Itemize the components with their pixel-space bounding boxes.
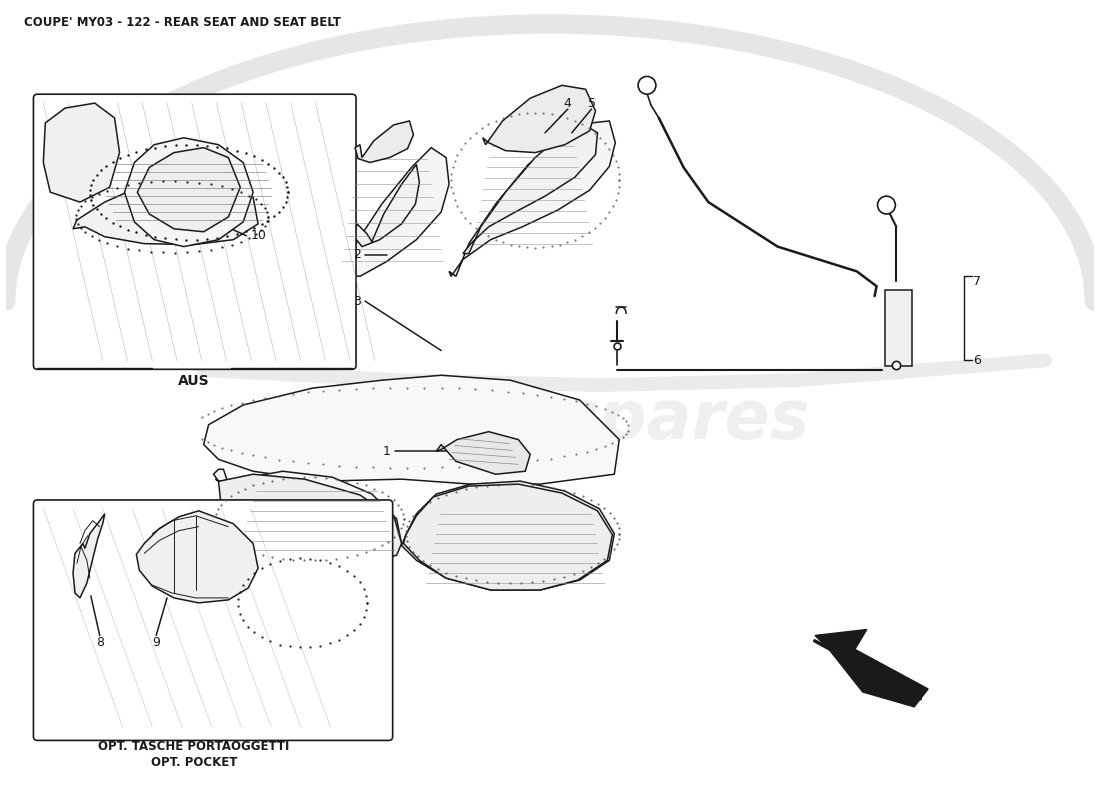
Text: 1: 1 <box>383 445 390 458</box>
Text: 6: 6 <box>974 354 981 367</box>
Polygon shape <box>437 432 530 474</box>
Polygon shape <box>213 470 402 560</box>
Text: 9: 9 <box>152 636 161 649</box>
Polygon shape <box>815 630 928 706</box>
Polygon shape <box>355 121 414 162</box>
Polygon shape <box>216 474 402 560</box>
Text: eurospares: eurospares <box>388 386 811 453</box>
Polygon shape <box>73 178 258 245</box>
Polygon shape <box>449 121 615 276</box>
Circle shape <box>878 196 895 214</box>
Text: 4: 4 <box>564 97 572 110</box>
Polygon shape <box>483 86 595 153</box>
Text: AUS: AUS <box>178 374 210 388</box>
Text: OPT. TASCHE PORTAOGGETTI: OPT. TASCHE PORTAOGGETTI <box>98 741 289 754</box>
Polygon shape <box>43 103 120 202</box>
Polygon shape <box>204 375 619 484</box>
Circle shape <box>638 77 656 94</box>
Text: 7: 7 <box>974 274 981 288</box>
Text: 5: 5 <box>587 97 595 110</box>
FancyBboxPatch shape <box>33 500 393 741</box>
Polygon shape <box>463 125 597 254</box>
Polygon shape <box>73 514 104 598</box>
Polygon shape <box>328 148 449 276</box>
Polygon shape <box>124 138 253 246</box>
Polygon shape <box>354 165 419 246</box>
Text: COUPE' MY03 - 122 - REAR SEAT AND SEAT BELT: COUPE' MY03 - 122 - REAR SEAT AND SEAT B… <box>23 16 340 29</box>
Text: 10: 10 <box>251 230 267 242</box>
FancyBboxPatch shape <box>886 290 912 366</box>
Text: 3: 3 <box>353 294 361 307</box>
Text: 8: 8 <box>96 636 103 649</box>
Text: 2: 2 <box>353 248 361 261</box>
Text: OPT. POCKET: OPT. POCKET <box>151 756 236 770</box>
FancyBboxPatch shape <box>33 94 356 370</box>
Polygon shape <box>404 484 613 590</box>
Polygon shape <box>138 148 240 232</box>
Polygon shape <box>136 511 258 603</box>
Polygon shape <box>402 481 614 590</box>
